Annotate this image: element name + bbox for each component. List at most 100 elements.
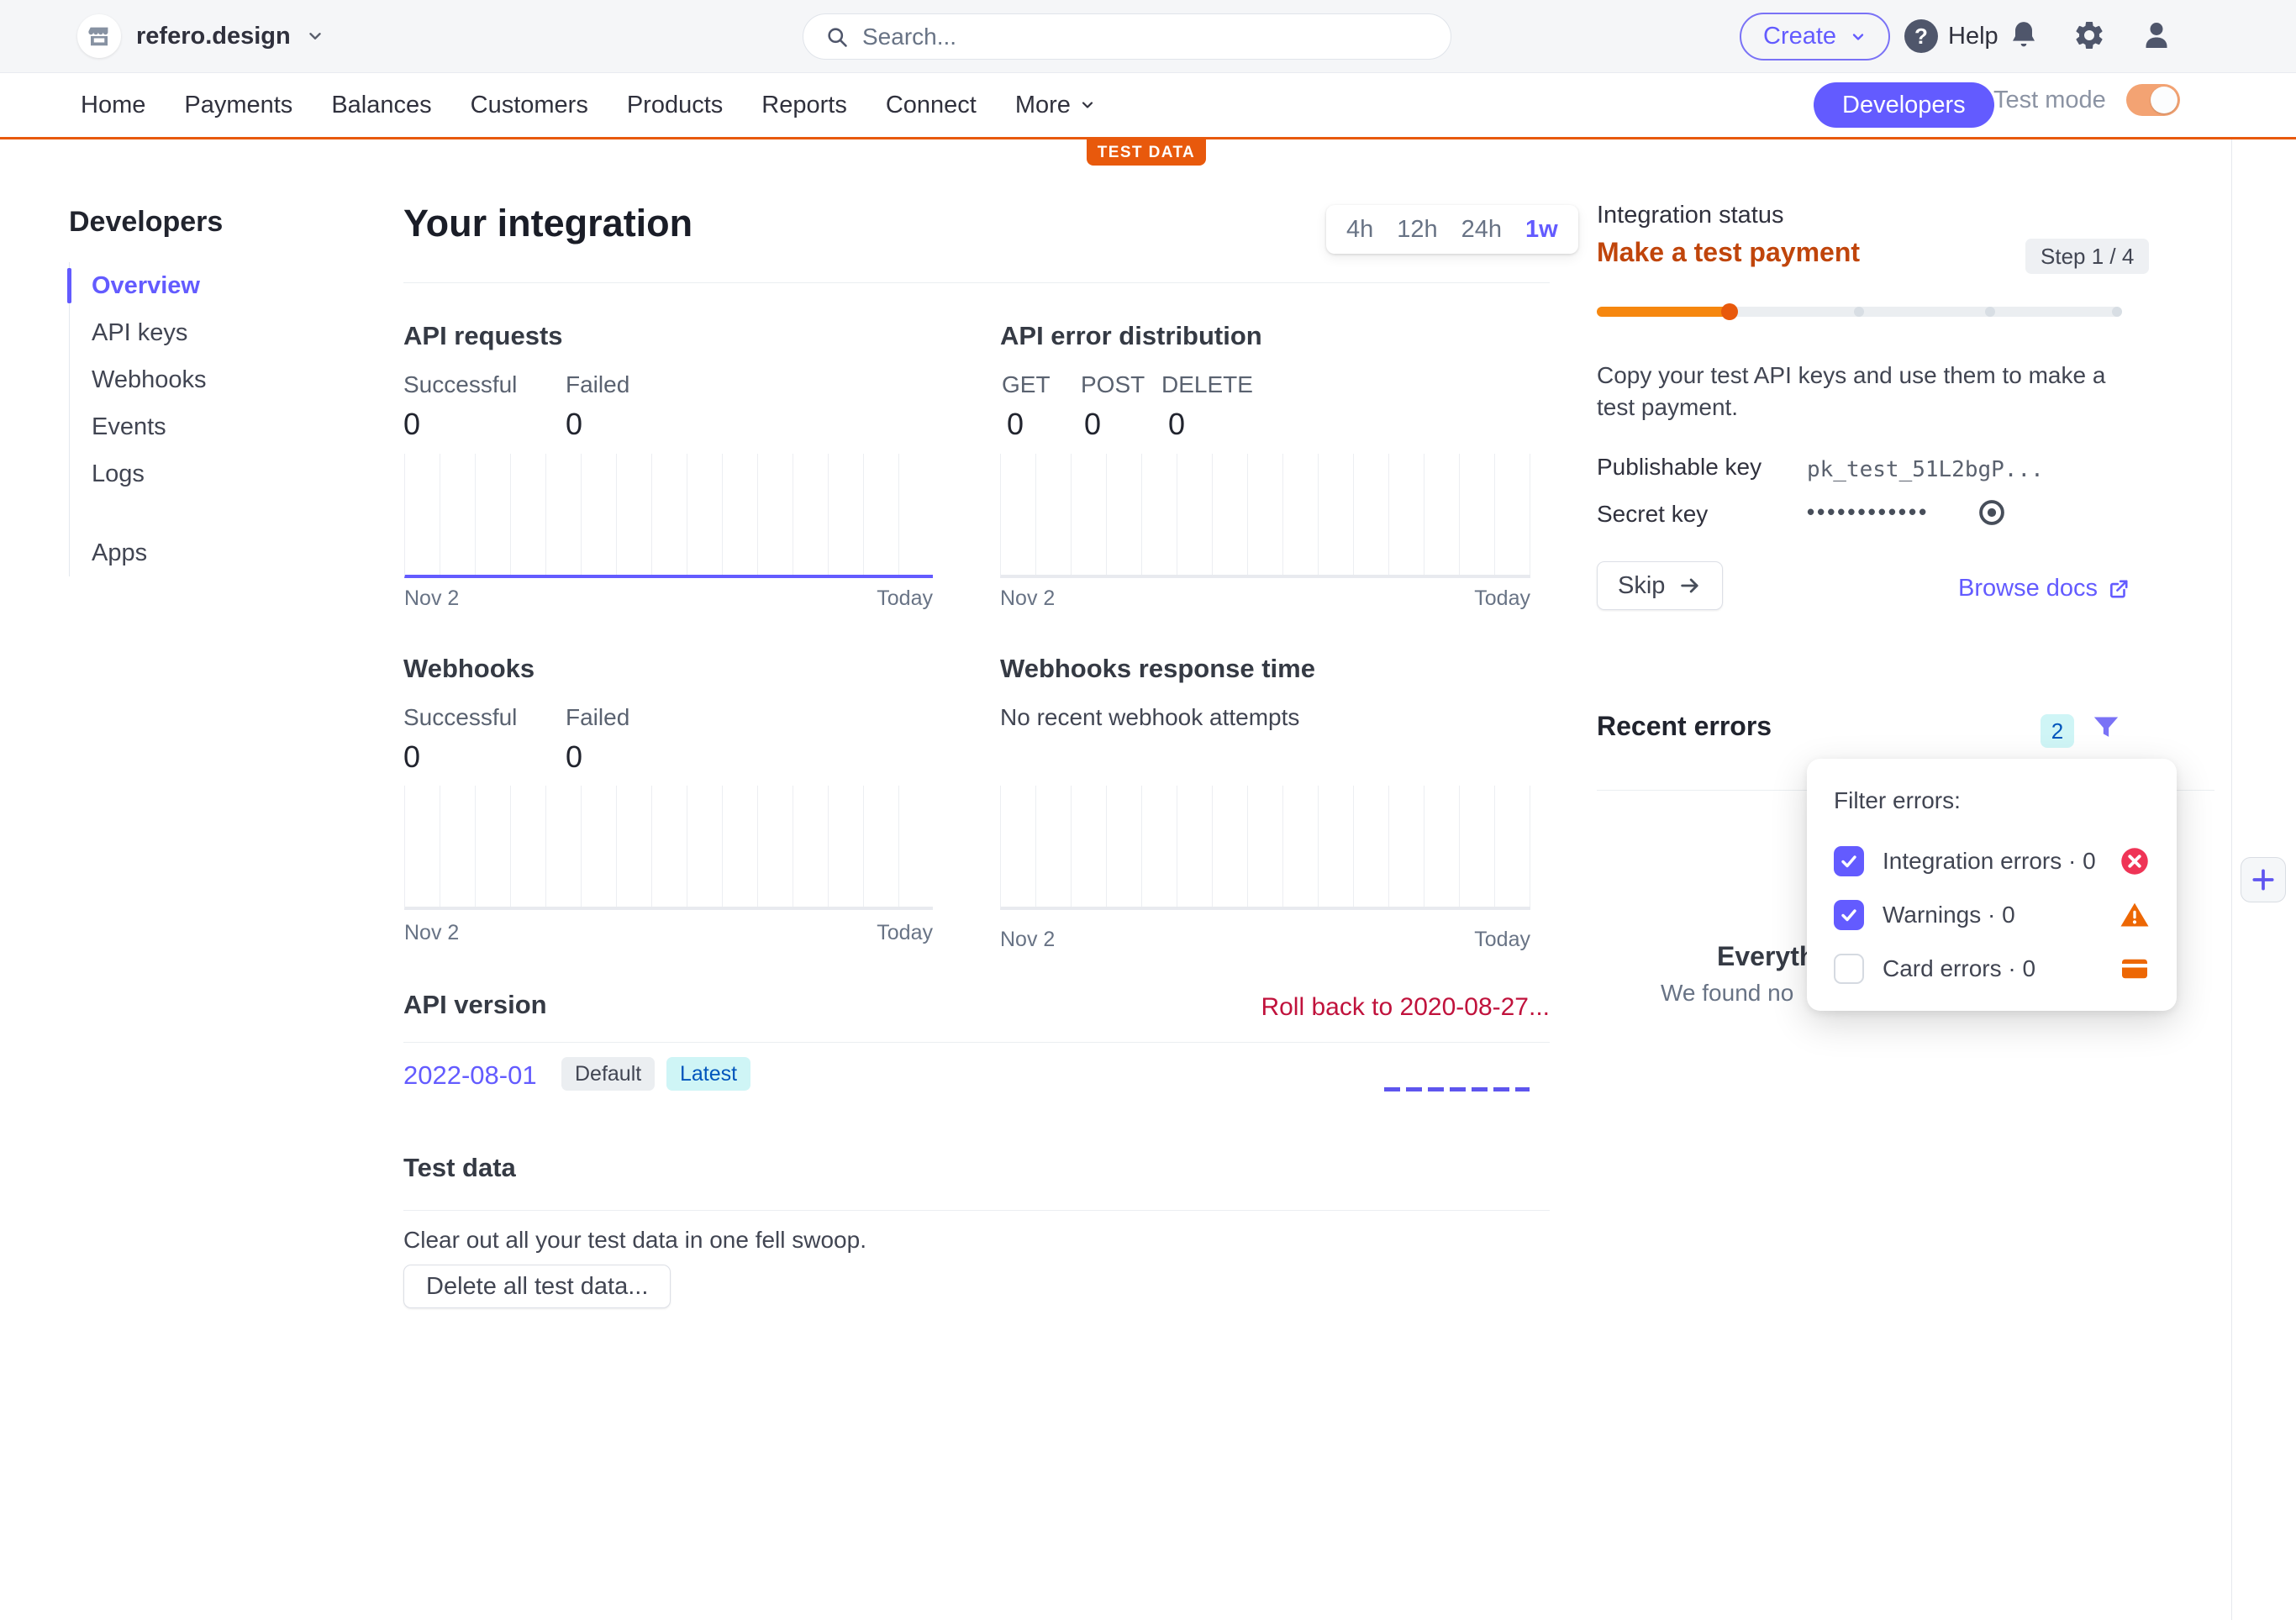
integration-step-title: Make a test payment — [1597, 237, 1861, 267]
api-errors-delete-value: 0 — [1168, 407, 1186, 441]
description-line-2: test payment. — [1597, 394, 1739, 420]
account-switcher[interactable]: refero.design — [77, 14, 324, 58]
checkbox-unchecked[interactable] — [1834, 954, 1864, 984]
top-header: refero.design Create ? Help — [0, 0, 2296, 73]
title-divider — [403, 282, 1550, 283]
filter-popup-title: Filter errors: — [1834, 787, 1961, 813]
sidebar-title: Developers — [69, 206, 224, 238]
api-requests-successful-value: 0 — [403, 407, 421, 441]
nav-item-balances[interactable]: Balances — [331, 91, 432, 118]
nav-item-connect[interactable]: Connect — [885, 91, 977, 118]
browse-docs-link[interactable]: Browse docs — [1958, 575, 2130, 602]
sidebar-item-logs[interactable]: Logs — [92, 460, 145, 487]
filter-option-label: Warnings · 0 — [1883, 902, 2015, 928]
api-version-title: API version — [403, 990, 547, 1019]
integration-progress-bar — [1597, 303, 2122, 320]
settings-gear-icon[interactable] — [2072, 18, 2106, 52]
help-label: Help — [1948, 22, 1998, 50]
recent-errors-title: Recent errors — [1597, 711, 1772, 741]
circle-x-icon — [2121, 848, 2148, 875]
api-requests-axis: Nov 2 Today — [404, 586, 933, 611]
checkbox-checked[interactable] — [1834, 900, 1864, 930]
test-mode-label: Test mode — [1993, 86, 2106, 113]
user-avatar-icon[interactable] — [2140, 18, 2173, 52]
help-button[interactable]: ? Help — [1904, 19, 1998, 53]
chevron-down-icon — [1082, 102, 1093, 108]
api-requests-successful-label: Successful — [403, 371, 518, 397]
chevron-down-icon — [1852, 33, 1864, 40]
sidebar-item-apps[interactable]: Apps — [92, 539, 148, 566]
rollback-link[interactable]: Roll back to 2020-08-27... — [1261, 993, 1550, 1021]
external-link-icon — [2110, 579, 2128, 598]
help-icon: ? — [1904, 19, 1938, 53]
nav-item-home[interactable]: Home — [81, 91, 146, 118]
search-input[interactable] — [862, 23, 1367, 50]
test-data-description: Clear out all your test data in one fell… — [403, 1227, 866, 1253]
filter-funnel-icon[interactable] — [2089, 711, 2123, 744]
time-range-4h[interactable]: 4h — [1346, 215, 1374, 243]
sidebar-item-webhooks[interactable]: Webhooks — [92, 366, 207, 393]
recent-errors-count-badge: 2 — [2041, 714, 2074, 748]
latest-badge: Latest — [666, 1057, 751, 1091]
webhooks-failed-label: Failed — [566, 704, 630, 730]
create-button-label: Create — [1763, 23, 1837, 50]
filter-option-integration-errors[interactable]: Integration errors · 0 — [1834, 834, 2150, 888]
search-bar[interactable] — [803, 13, 1451, 60]
axis-start-label: Nov 2 — [404, 586, 460, 610]
skip-button[interactable]: Skip — [1597, 561, 1724, 610]
nav-items: Home Payments Balances Customers Product… — [81, 73, 1096, 137]
publishable-key-value[interactable]: pk_test_51L2bgP... — [1807, 457, 2044, 482]
description-line-1: Copy your test API keys and use them to … — [1597, 362, 2106, 388]
checkbox-checked[interactable] — [1834, 846, 1864, 876]
time-range-1w[interactable]: 1w — [1525, 215, 1558, 243]
storefront-icon — [77, 14, 121, 58]
reveal-eye-icon[interactable] — [1977, 497, 2007, 528]
webhooks-axis: Nov 2 Today — [404, 921, 933, 945]
filter-option-warnings[interactable]: Warnings · 0 — [1834, 888, 2150, 942]
nav-item-more-label: More — [1014, 91, 1071, 118]
axis-end-label: Today — [877, 586, 933, 610]
skip-button-label: Skip — [1618, 571, 1666, 599]
time-range-12h[interactable]: 12h — [1397, 215, 1438, 243]
nav-item-reports[interactable]: Reports — [761, 91, 847, 118]
api-requests-failed-value: 0 — [566, 407, 583, 441]
developers-mode-button[interactable]: Developers — [1814, 82, 1994, 128]
arrow-right-icon — [1681, 578, 1698, 593]
webhooks-response-empty: No recent webhook attempts — [1000, 704, 1300, 730]
sidebar-item-events[interactable]: Events — [92, 413, 166, 440]
recent-errors-empty-text: We found no — [1661, 980, 1794, 1006]
credit-card-icon — [2122, 959, 2147, 979]
api-version-link[interactable]: 2022-08-01 — [403, 1060, 537, 1090]
time-range-24h[interactable]: 24h — [1461, 215, 1503, 243]
secret-key-masked-value[interactable]: •••••••••••• — [1807, 499, 1930, 524]
filter-option-card-errors[interactable]: Card errors · 0 — [1834, 942, 2150, 996]
progress-fill — [1597, 307, 1733, 317]
sidebar-item-api-keys[interactable]: API keys — [92, 318, 188, 346]
browse-docs-label: Browse docs — [1958, 575, 2099, 602]
notifications-bell-icon[interactable] — [2007, 18, 2041, 52]
api-requests-failed-label: Failed — [566, 371, 630, 397]
nav-item-customers[interactable]: Customers — [470, 91, 588, 118]
nav-item-products[interactable]: Products — [626, 91, 724, 118]
sidebar-item-overview[interactable]: Overview — [67, 262, 321, 309]
chevron-down-icon — [306, 27, 324, 45]
create-button[interactable]: Create — [1740, 13, 1891, 60]
delete-test-data-button[interactable]: Delete all test data... — [403, 1265, 671, 1308]
api-errors-get-label: GET — [1002, 371, 1051, 397]
api-errors-post-label: POST — [1081, 371, 1145, 397]
api-errors-axis: Nov 2 Today — [1000, 586, 1530, 611]
progress-step-dot — [1854, 307, 1864, 317]
test-mode-control: Test mode — [1993, 84, 2180, 116]
webhooks-title: Webhooks — [403, 654, 535, 683]
webhooks-response-title: Webhooks response time — [1000, 654, 1315, 683]
axis-start-label: Nov 2 — [1000, 928, 1056, 951]
axis-end-label: Today — [1474, 586, 1530, 610]
main-navbar: Home Payments Balances Customers Product… — [0, 73, 2296, 139]
add-panel-button[interactable] — [2241, 857, 2286, 902]
toggle-knob — [2150, 87, 2178, 113]
test-mode-toggle[interactable] — [2125, 84, 2180, 116]
nav-item-payments[interactable]: Payments — [184, 91, 293, 118]
integration-description: Copy your test API keys and use them to … — [1597, 360, 2105, 423]
nav-item-more[interactable]: More — [1015, 92, 1096, 119]
right-edge-divider — [2231, 139, 2232, 1620]
